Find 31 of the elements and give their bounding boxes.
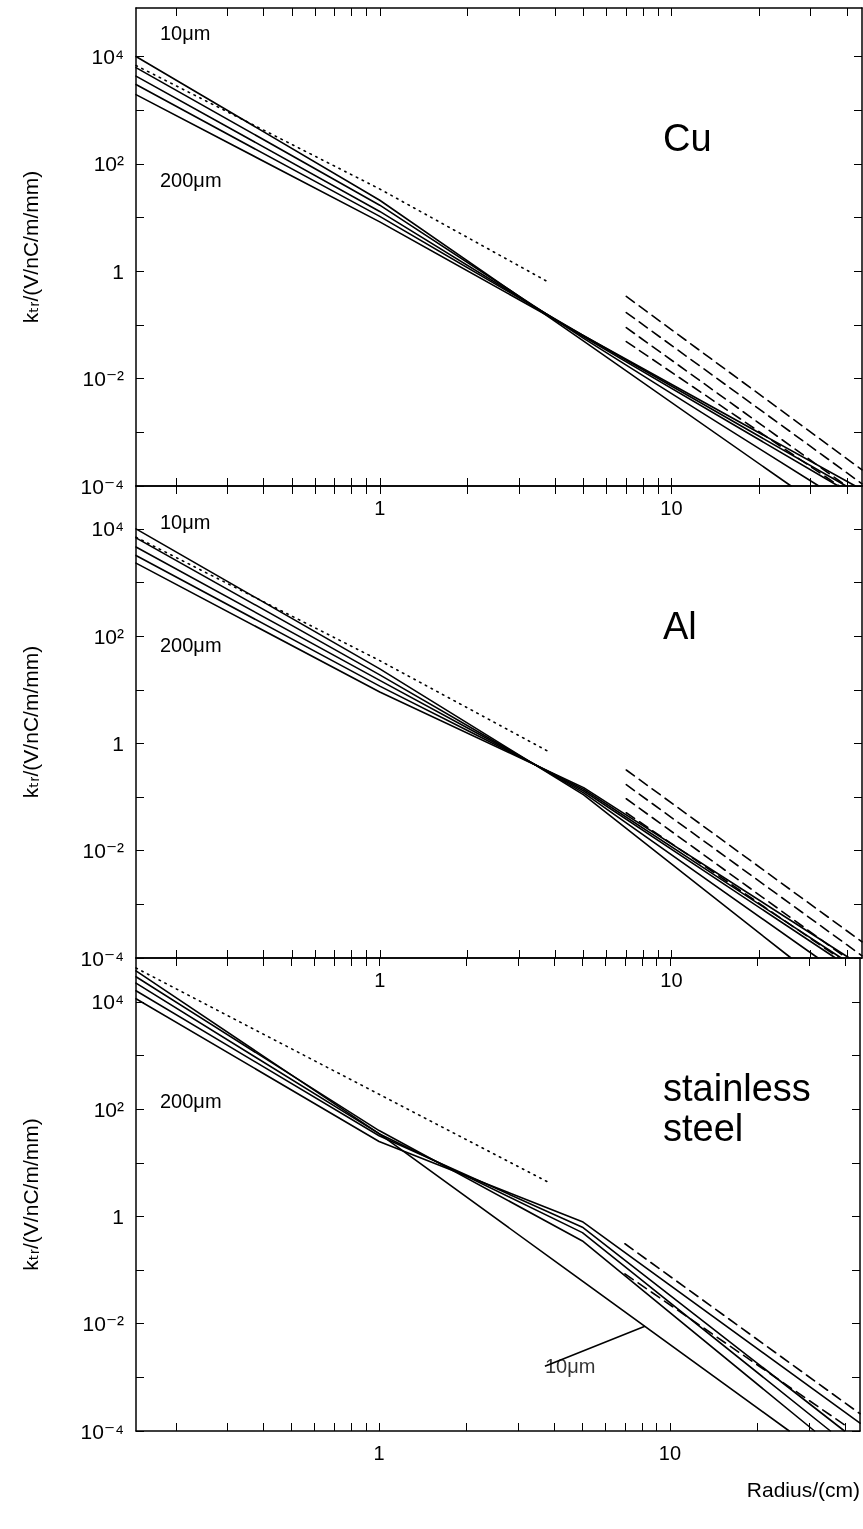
- y-tick-label: 1: [112, 259, 124, 283]
- y-axis-title: kₜᵣ/(V/nC/m/mm): [19, 645, 42, 799]
- text: Al: [663, 605, 697, 647]
- y-tick-label: 10²: [93, 624, 124, 648]
- y-tick-label: 10⁻²: [82, 1312, 125, 1336]
- x-tick-label: 10: [658, 1442, 682, 1464]
- annotation: 10μm: [544, 1355, 596, 1378]
- annotation: 200μm: [160, 1090, 222, 1112]
- y-tick-label: 10⁴: [91, 44, 124, 68]
- y-tick-label: 10⁻²: [82, 367, 125, 391]
- y-tick-label: 10⁻²: [82, 839, 125, 863]
- y-tick-label: 10²: [93, 152, 124, 176]
- x-tick-label: 10: [660, 969, 683, 991]
- x-tick-label: 10: [660, 497, 683, 519]
- y-tick-label: 1: [112, 1204, 124, 1228]
- y-tick-label: 10⁻⁴: [80, 474, 124, 498]
- y-tick-label: 1: [112, 731, 124, 755]
- annotation: 10μm: [160, 511, 211, 533]
- text: stainless steel: [663, 1067, 822, 1149]
- annotation: 200μm: [160, 634, 222, 656]
- x-axis-title: Radius/(cm): [746, 1478, 860, 1501]
- annotation: 10μm: [160, 22, 211, 44]
- y-tick-label: 10⁻⁴: [80, 946, 124, 970]
- y-axis-title: kₜᵣ/(V/nC/m/mm): [19, 170, 42, 324]
- y-axis-title: kₜᵣ/(V/nC/m/mm): [19, 1118, 42, 1271]
- y-tick-label: 10⁴: [91, 990, 124, 1014]
- annotation: 200μm: [160, 169, 222, 191]
- y-tick-label: 10⁻⁴: [80, 1419, 124, 1443]
- text: Cu: [663, 117, 712, 159]
- y-tick-label: 10⁴: [91, 517, 124, 541]
- y-tick-label: 10²: [93, 1097, 124, 1121]
